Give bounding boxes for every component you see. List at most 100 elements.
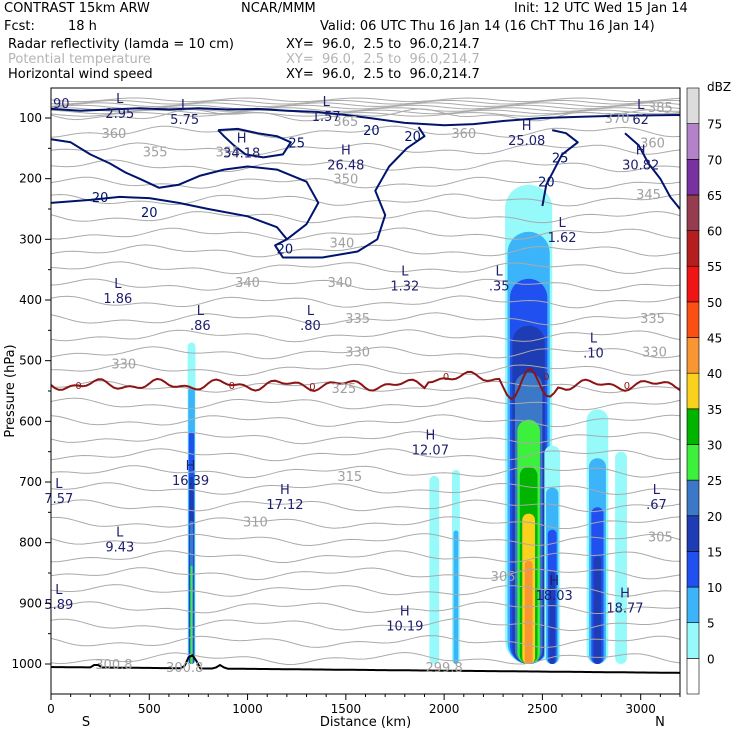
valid-time: Valid: 06 UTC Thu 16 Jan 14 (16 ChT Thu … xyxy=(320,19,655,34)
extremum-marker: L xyxy=(197,304,205,319)
fcst-label: Fcst: xyxy=(4,19,35,34)
extremum-marker: H xyxy=(636,143,646,158)
colorbar-swatch xyxy=(686,515,700,552)
theta-contour-label: 365 xyxy=(333,115,358,130)
zero-isotherm-label: 0 xyxy=(543,372,549,383)
colorbar-label: 65 xyxy=(707,189,722,203)
wind-contour-0 xyxy=(51,107,680,127)
theta-contour xyxy=(51,176,680,190)
theta-contour xyxy=(51,227,680,241)
y-tick-label: 600 xyxy=(19,414,42,428)
theta-contour xyxy=(51,125,680,139)
theta-contour-label: 315 xyxy=(337,470,362,485)
colorbar-swatch xyxy=(686,551,700,588)
colorbar-swatch xyxy=(686,479,700,517)
theta-contour-label: 305 xyxy=(491,570,516,585)
theta-contour-label: 305 xyxy=(648,531,673,546)
extremum-marker: H xyxy=(425,429,435,444)
colorbar-label: 20 xyxy=(707,510,722,524)
theta-contour xyxy=(51,295,680,309)
theta-contour-label: 355 xyxy=(215,145,240,160)
x-tick-label: 2000 xyxy=(429,702,460,716)
colorbar-label: 25 xyxy=(707,474,722,488)
y-tick-label: 900 xyxy=(19,596,42,610)
y-tick-label: 400 xyxy=(19,293,42,307)
wind-contour-label: 20 xyxy=(277,242,294,257)
extremum-value: 1.32 xyxy=(390,280,419,295)
extremum-marker: H xyxy=(237,131,247,146)
theta-contour xyxy=(51,567,680,581)
field-1-xy: XY= 96.0, 2.5 to 96.0,214.7 xyxy=(286,37,480,52)
extremum-value: 34.18 xyxy=(223,146,260,161)
annotation-label-layer: 385 370 365 360 360 360 355 355 350 345 340 340 340 3… xyxy=(44,92,672,676)
field-2-xy: XY= 96.0, 2.5 to 96.0,214.7 xyxy=(286,52,480,67)
colorbar-unit: dBZ xyxy=(707,80,731,94)
extremum-value: .67 xyxy=(646,498,667,513)
theta-contour-label: 340 xyxy=(329,236,354,251)
extremum-value: 26.48 xyxy=(327,158,364,173)
extremum-marker: H xyxy=(620,586,630,601)
theta-contour-label: 300.8 xyxy=(166,661,203,676)
theta-contour xyxy=(51,635,680,649)
theta-contour xyxy=(51,210,680,224)
y-axis-label: Pressure (hPa) xyxy=(3,344,18,437)
colorbar-swatch xyxy=(686,444,700,481)
theta-contour-label: 360 xyxy=(640,136,665,151)
theta-contour-label: 360 xyxy=(451,127,476,142)
colorbar-label: 35 xyxy=(707,403,722,417)
south-label: S xyxy=(82,715,90,730)
extremum-marker: L xyxy=(307,304,315,319)
theta-contour xyxy=(51,142,680,156)
theta-contour-label: 350 xyxy=(333,173,358,188)
colorbar-swatch xyxy=(686,372,700,410)
extremum-marker: L xyxy=(401,265,409,280)
extremum-marker: L xyxy=(181,98,189,113)
extremum-value: 18.77 xyxy=(606,601,643,616)
fcst-value: 18 h xyxy=(68,19,97,34)
zero-isotherm-layer xyxy=(51,367,680,401)
colorbar-label: 50 xyxy=(707,296,722,310)
extremum-marker: L xyxy=(114,277,122,292)
theta-contour xyxy=(51,109,680,115)
extremum-value: 5.89 xyxy=(44,598,73,613)
theta-contour xyxy=(51,550,680,563)
extremum-value: 7.57 xyxy=(44,492,73,507)
colorbar-label: 55 xyxy=(707,260,722,274)
theta-contour xyxy=(51,516,680,530)
y-tick-label: 200 xyxy=(19,172,42,186)
reflectivity-cell-2-band-2 xyxy=(453,530,459,664)
colorbar-swatch xyxy=(686,265,700,303)
theta-contour-label: 340 xyxy=(235,276,260,291)
extremum-value: 18.03 xyxy=(536,589,573,604)
wind-contour-4 xyxy=(624,132,680,210)
extremum-value: 16.39 xyxy=(172,474,209,489)
zero-isotherm-label: 0 xyxy=(624,381,630,392)
extremum-value: .80 xyxy=(300,319,321,334)
reflectivity-cell-0-band-6 xyxy=(190,565,193,664)
extremum-value: 62 xyxy=(632,113,649,128)
wind-contour-layer xyxy=(51,107,680,259)
theta-contour-label: 360 xyxy=(101,127,126,142)
colorbar-label: 40 xyxy=(707,367,722,381)
colorbar-label: 5 xyxy=(707,617,715,631)
theta-contour xyxy=(51,618,680,632)
north-label: N xyxy=(655,715,665,730)
zero-isotherm-label: 0 xyxy=(309,382,315,393)
zero-isotherm-label: 0 xyxy=(229,381,235,392)
theta-contour-label: 355 xyxy=(143,145,168,160)
extremum-value: 12.07 xyxy=(412,444,449,459)
theta-contour xyxy=(51,465,680,479)
theta-contour-label: 310 xyxy=(243,515,268,530)
extremum-value: 9.43 xyxy=(105,541,134,556)
extremum-value: 25.08 xyxy=(508,134,545,149)
theta-contour-label: 299.8 xyxy=(426,661,463,676)
extremum-value: 17.12 xyxy=(266,498,303,513)
theta-contour xyxy=(51,346,680,360)
theta-contour xyxy=(51,533,680,547)
extremum-value: 1.62 xyxy=(548,231,577,246)
theta-contour xyxy=(51,601,680,615)
init-time: Init: 12 UTC Wed 15 Jan 14 xyxy=(514,1,688,16)
colorbar-swatch xyxy=(686,87,700,124)
theta-contour xyxy=(51,312,680,326)
wind-contour-5 xyxy=(51,195,288,240)
